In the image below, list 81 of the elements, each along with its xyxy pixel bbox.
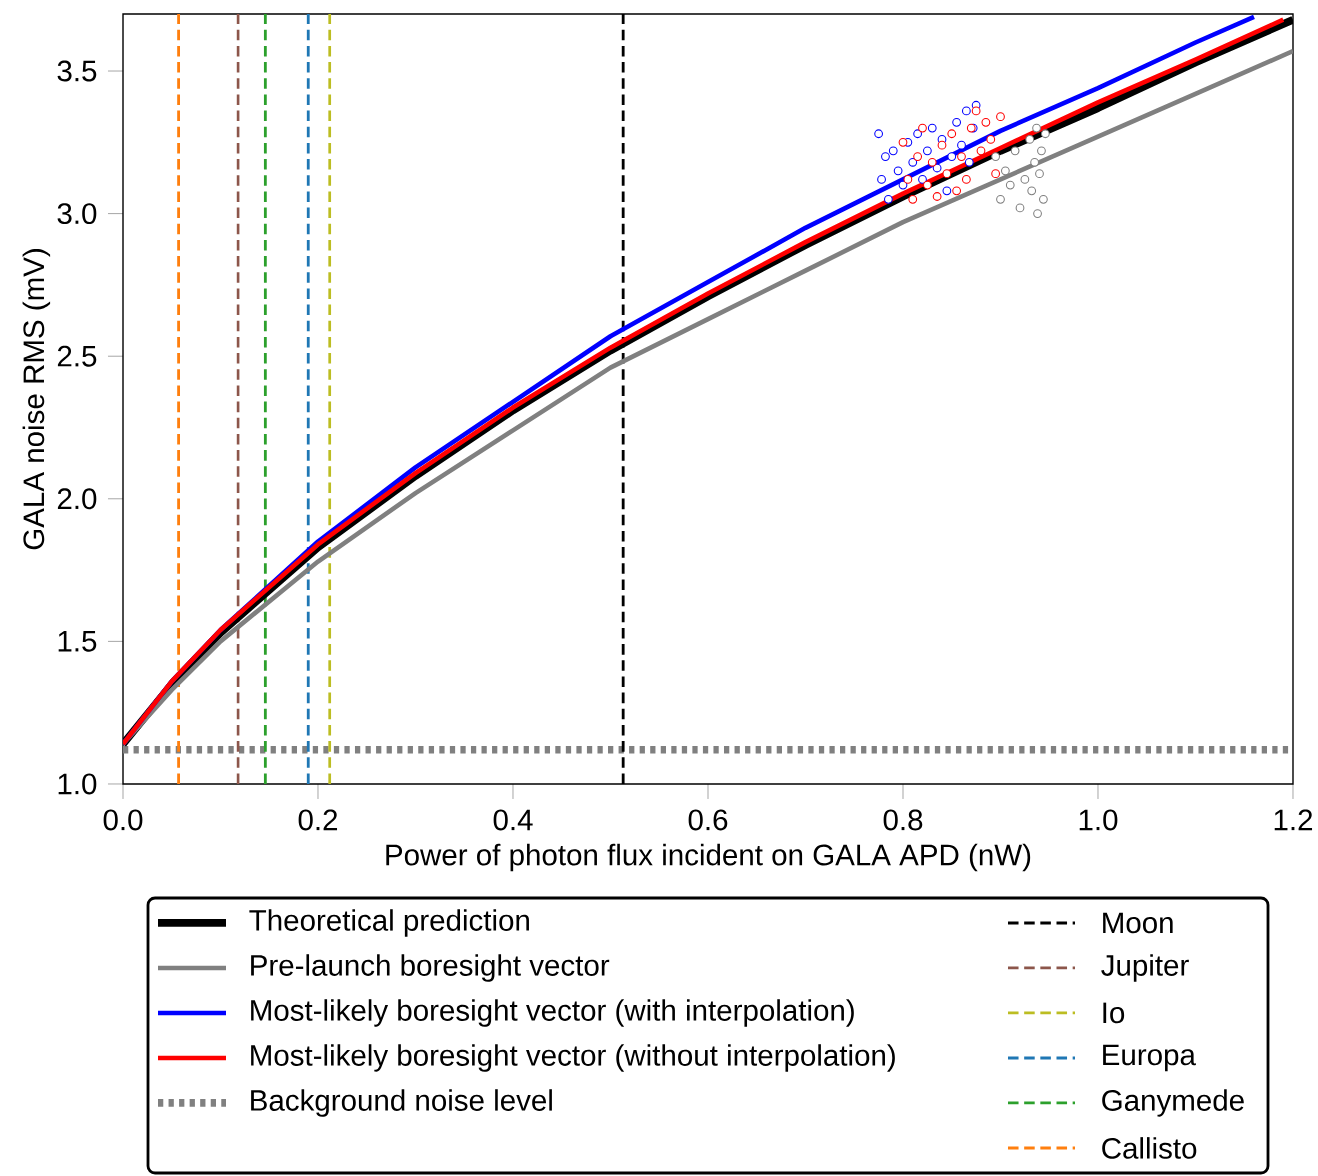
point — [918, 175, 927, 184]
point — [986, 135, 996, 144]
point — [942, 169, 952, 179]
point — [1015, 203, 1025, 213]
point — [961, 106, 971, 116]
x-tick-label: 0.6 — [688, 809, 728, 831]
y-tick-label: 3.0 — [57, 203, 97, 225]
legend-label: Most-likely boresight vector (with interpolation) — [251, 999, 854, 1027]
point — [937, 140, 947, 150]
legend-label: Callisto — [1102, 1137, 1197, 1159]
point — [1027, 186, 1037, 196]
legend-label: Io — [1103, 1002, 1125, 1024]
x-tick-label: 0.0 — [103, 809, 143, 831]
legend-label: Background noise level — [251, 1089, 552, 1117]
point — [1032, 123, 1041, 133]
y-tick-label: 1.0 — [58, 773, 97, 795]
point — [971, 106, 981, 116]
legend-label: Jupiter — [1101, 954, 1189, 982]
point — [976, 146, 986, 156]
point — [1030, 157, 1040, 167]
x-tick-label: 0.4 — [493, 809, 533, 831]
legend-label: Europa — [1103, 1044, 1196, 1072]
legend-label: Ganymede — [1102, 1089, 1244, 1117]
point — [908, 157, 918, 167]
point — [932, 192, 942, 201]
x-tick-label: 1.2 — [1274, 809, 1313, 831]
y-tick-label: 2.5 — [57, 345, 97, 367]
y-axis-title: GALA noise RMS (mV) — [22, 249, 51, 550]
point — [898, 137, 908, 147]
y-tick-label: 2.0 — [57, 488, 97, 510]
point — [947, 152, 957, 161]
x-tick-label: 0.2 — [298, 809, 338, 831]
point — [991, 169, 1001, 179]
point — [927, 157, 937, 167]
point — [913, 129, 923, 139]
point — [947, 129, 957, 139]
point — [922, 180, 932, 190]
point — [932, 163, 942, 173]
point — [883, 194, 893, 204]
point — [1005, 180, 1015, 190]
point — [957, 140, 966, 150]
point — [991, 152, 1001, 161]
y-tick-label: 3.5 — [57, 60, 97, 82]
point — [952, 186, 962, 196]
y-tick-label: 1.5 — [58, 631, 97, 652]
point — [981, 117, 991, 127]
point — [1033, 209, 1042, 219]
legend-label: Most-likely boresight vector (without interpolation) — [251, 1044, 895, 1072]
point — [877, 175, 886, 184]
point — [1000, 166, 1010, 176]
point — [942, 186, 952, 196]
x-axis-title: Power of photon flux incident on GALA APD (nW) — [386, 843, 1031, 872]
point — [922, 146, 932, 156]
legend-label: Theoretical prediction — [249, 909, 529, 937]
point — [1037, 146, 1046, 156]
point — [903, 175, 913, 184]
point — [927, 123, 937, 133]
point — [996, 194, 1005, 204]
point — [961, 175, 971, 184]
point — [881, 152, 890, 161]
point — [908, 194, 918, 204]
point — [964, 157, 974, 167]
point — [918, 123, 927, 133]
point — [1010, 146, 1020, 156]
point — [952, 117, 962, 127]
point — [1035, 169, 1044, 179]
point — [1025, 135, 1035, 144]
point — [893, 166, 903, 176]
point — [898, 180, 908, 190]
legend-label: Pre-launch boresight vector — [251, 954, 610, 982]
legend-label: Moon — [1103, 912, 1173, 934]
point — [913, 152, 923, 161]
point — [996, 112, 1005, 122]
x-tick-label: 0.8 — [883, 809, 923, 831]
point — [1039, 194, 1048, 204]
point — [874, 129, 884, 139]
point — [1020, 175, 1030, 184]
x-tick-label: 1.0 — [1079, 809, 1118, 831]
point — [1040, 129, 1050, 139]
point — [888, 146, 898, 156]
point — [957, 152, 966, 161]
